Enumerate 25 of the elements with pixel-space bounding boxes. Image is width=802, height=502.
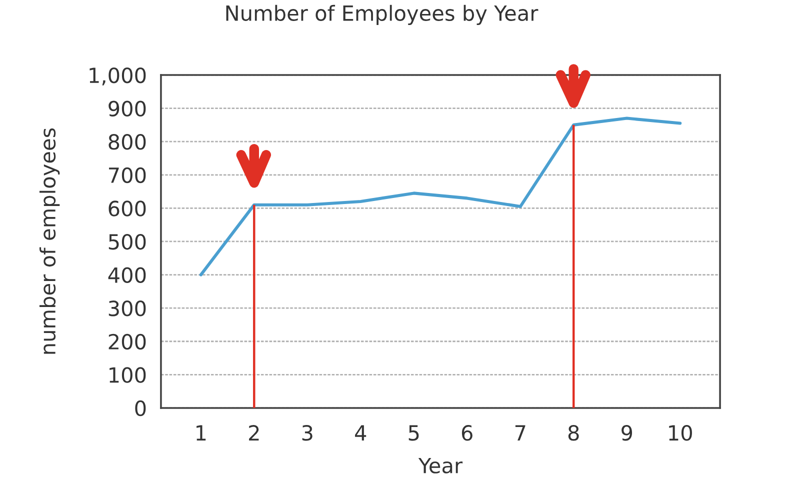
x-tick-label: 4: [355, 425, 366, 440]
x-tick-label: 6: [462, 425, 472, 441]
chart-title: Number of Employees by Year: [226, 4, 538, 26]
y-tick-label: 600: [108, 200, 146, 216]
y-tick-label: 0: [135, 400, 146, 416]
y-tick-label: 300: [108, 300, 146, 316]
x-tick-label: 2: [249, 425, 259, 440]
y-axis-title: number of employees: [39, 128, 60, 354]
y-tick-label: 700: [109, 167, 146, 184]
y-tick-label: 900: [108, 100, 146, 117]
x-axis-title: Year: [418, 458, 463, 474]
y-tick-label: 100: [110, 367, 146, 383]
y-tick-label: 500: [108, 234, 146, 250]
x-tick-label: 3: [302, 425, 312, 441]
y-tick-label: 200: [108, 334, 146, 350]
x-tick-label: 8: [568, 425, 579, 441]
y-tick-label: 1,000: [90, 67, 146, 86]
x-tick-label: 1: [196, 425, 206, 440]
y-tick-label: 400: [108, 267, 146, 283]
x-tick-label: 5: [408, 425, 419, 441]
x-tick-label: 7: [515, 425, 526, 440]
line-series: [199, 116, 682, 276]
y-tick-label: 800: [108, 134, 146, 150]
x-tick-label: 10: [669, 425, 692, 441]
x-tick-label: 9: [622, 425, 632, 441]
